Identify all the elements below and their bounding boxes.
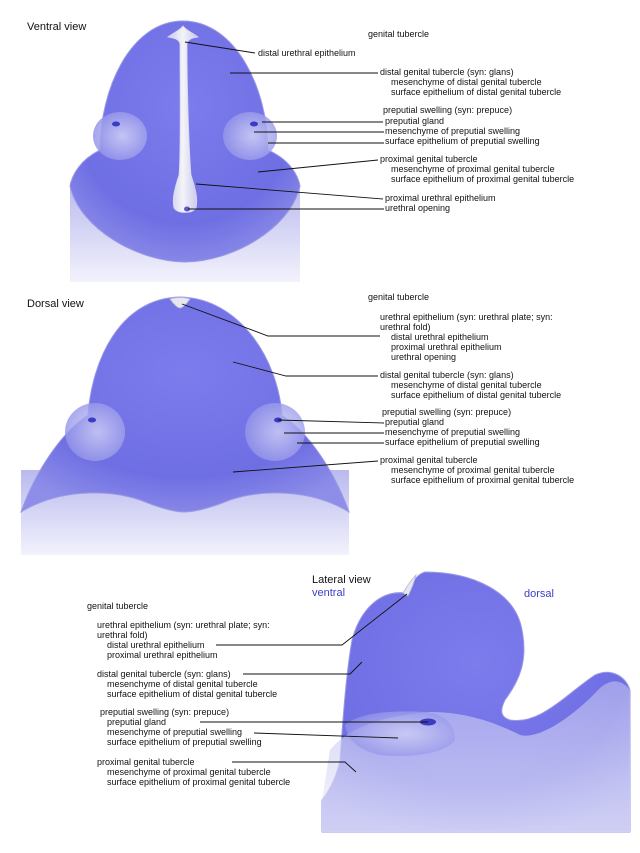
dorsal-label-urethral-fold: urethral fold): [380, 322, 431, 332]
lateral-label-mesenchyme-preputial: mesenchyme of preputial swelling: [107, 727, 242, 737]
dorsal-preputial-swelling-left: [65, 403, 125, 461]
lateral-label-proximal-urethral-epithelium: proximal urethral epithelium: [107, 650, 218, 660]
lateral-label-preputial-gland: preputial gland: [107, 717, 166, 727]
dorsal-label-preputial-swelling: preputial swelling (syn: prepuce): [382, 407, 511, 417]
ventral-label-surface-epithelium-proximal: surface epithelium of proximal genital t…: [391, 174, 574, 184]
ventral-label-mesenchyme-preputial: mesenchyme of preputial swelling: [385, 126, 520, 136]
ventral-preputial-swelling-left: [93, 112, 147, 160]
lateral-label-urethral-epithelium: urethral epithelium (syn: urethral plate…: [97, 620, 270, 630]
lateral-labels: genital tubercle urethral epithelium (sy…: [87, 601, 290, 787]
dorsal-view-title: Dorsal view: [27, 298, 84, 310]
ventral-urethral-epithelium: [166, 25, 200, 213]
ventral-view-title: Ventral view: [27, 21, 86, 33]
ventral-label-genital-tubercle: genital tubercle: [368, 29, 429, 39]
ventral-urethral-opening: [184, 206, 190, 212]
lateral-leaders: [200, 593, 428, 773]
ventral-label-proximal-genital-tubercle: proximal genital tubercle: [380, 154, 478, 164]
dorsal-preputial-swelling-right: [245, 403, 305, 461]
ventral-label-distal-genital-tubercle: distal genital tubercle (syn: glans): [380, 67, 514, 77]
dorsal-labels: genital tubercle urethral epithelium (sy…: [368, 292, 574, 485]
dorsal-label-preputial-gland: preputial gland: [385, 417, 444, 427]
dorsal-label-proximal-urethral-epithelium: proximal urethral epithelium: [391, 342, 502, 352]
lateral-dorsal-label: dorsal: [524, 588, 554, 600]
lateral-view-title: Lateral view: [312, 574, 371, 586]
dorsal-label-mesenchyme-preputial: mesenchyme of preputial swelling: [385, 427, 520, 437]
lateral-label-surface-epithelium-distal: surface epithelium of distal genital tub…: [107, 689, 277, 699]
dorsal-label-surface-epithelium-proximal: surface epithelium of proximal genital t…: [391, 475, 574, 485]
ventral-preputial-gland-right: [250, 121, 258, 127]
dorsal-label-surface-epithelium-distal: surface epithelium of distal genital tub…: [391, 390, 561, 400]
lateral-label-urethral-fold: urethral fold): [97, 630, 148, 640]
dorsal-label-surface-epithelium-preputial: surface epithelium of preputial swelling: [385, 437, 540, 447]
dorsal-view: Dorsal view: [20, 296, 350, 555]
lateral-urethral-epithelium: [402, 573, 417, 597]
dorsal-preputial-gland-left: [88, 417, 96, 423]
ventral-leaders: [184, 41, 384, 210]
lateral-label-genital-tubercle: genital tubercle: [87, 601, 148, 611]
ventral-label-surface-epithelium-distal: surface epithelium of distal genital tub…: [391, 87, 561, 97]
ventral-preputial-gland-left: [112, 121, 120, 127]
dorsal-genital-tubercle: [20, 296, 350, 514]
ventral-preputial-swelling-right: [223, 112, 277, 160]
lateral-label-distal-genital-tubercle: distal genital tubercle (syn: glans): [97, 669, 231, 679]
ventral-label-proximal-urethral-epithelium: proximal urethral epithelium: [385, 193, 496, 203]
ventral-label-preputial-swelling: preputial swelling (syn: prepuce): [383, 105, 512, 115]
ventral-label-distal-urethral-epithelium: distal urethral epithelium: [258, 48, 356, 58]
lateral-label-preputial-swelling: preputial swelling (syn: prepuce): [100, 707, 229, 717]
lateral-label-distal-urethral-epithelium: distal urethral epithelium: [107, 640, 205, 650]
dorsal-label-urethral-epithelium: urethral epithelium (syn: urethral plate…: [380, 312, 553, 322]
ventral-label-surface-epithelium-preputial: surface epithelium of preputial swelling: [385, 136, 540, 146]
dorsal-label-genital-tubercle: genital tubercle: [368, 292, 429, 302]
ventral-label-preputial-gland: preputial gland: [385, 116, 444, 126]
ventral-view: Ventral view: [27, 20, 301, 282]
lateral-view: Lateral view ventral dorsal: [312, 571, 631, 833]
lateral-label-surface-epithelium-proximal: surface epithelium of proximal genital t…: [107, 777, 290, 787]
lateral-ventral-label: ventral: [312, 587, 345, 599]
dorsal-label-mesenchyme-distal: mesenchyme of distal genital tubercle: [391, 380, 542, 390]
lateral-label-surface-epithelium-preputial: surface epithelium of preputial swelling: [107, 737, 262, 747]
dorsal-label-urethral-opening: urethral opening: [391, 352, 456, 362]
ventral-labels: genital tubercle distal urethral epithel…: [258, 29, 574, 213]
dorsal-leaders: [181, 303, 385, 473]
dorsal-label-distal-urethral-epithelium: distal urethral epithelium: [391, 332, 489, 342]
ventral-label-mesenchyme-proximal: mesenchyme of proximal genital tubercle: [391, 164, 555, 174]
lateral-label-mesenchyme-distal: mesenchyme of distal genital tubercle: [107, 679, 258, 689]
lateral-label-proximal-genital-tubercle: proximal genital tubercle: [97, 757, 195, 767]
ventral-label-mesenchyme-distal: mesenchyme of distal genital tubercle: [391, 77, 542, 87]
ventral-label-urethral-opening: urethral opening: [385, 203, 450, 213]
lateral-label-mesenchyme-proximal: mesenchyme of proximal genital tubercle: [107, 767, 271, 777]
dorsal-urethral-epithelium: [169, 297, 191, 309]
dorsal-label-proximal-genital-tubercle: proximal genital tubercle: [380, 455, 478, 465]
dorsal-label-distal-genital-tubercle: distal genital tubercle (syn: glans): [380, 370, 514, 380]
dorsal-label-mesenchyme-proximal: mesenchyme of proximal genital tubercle: [391, 465, 555, 475]
